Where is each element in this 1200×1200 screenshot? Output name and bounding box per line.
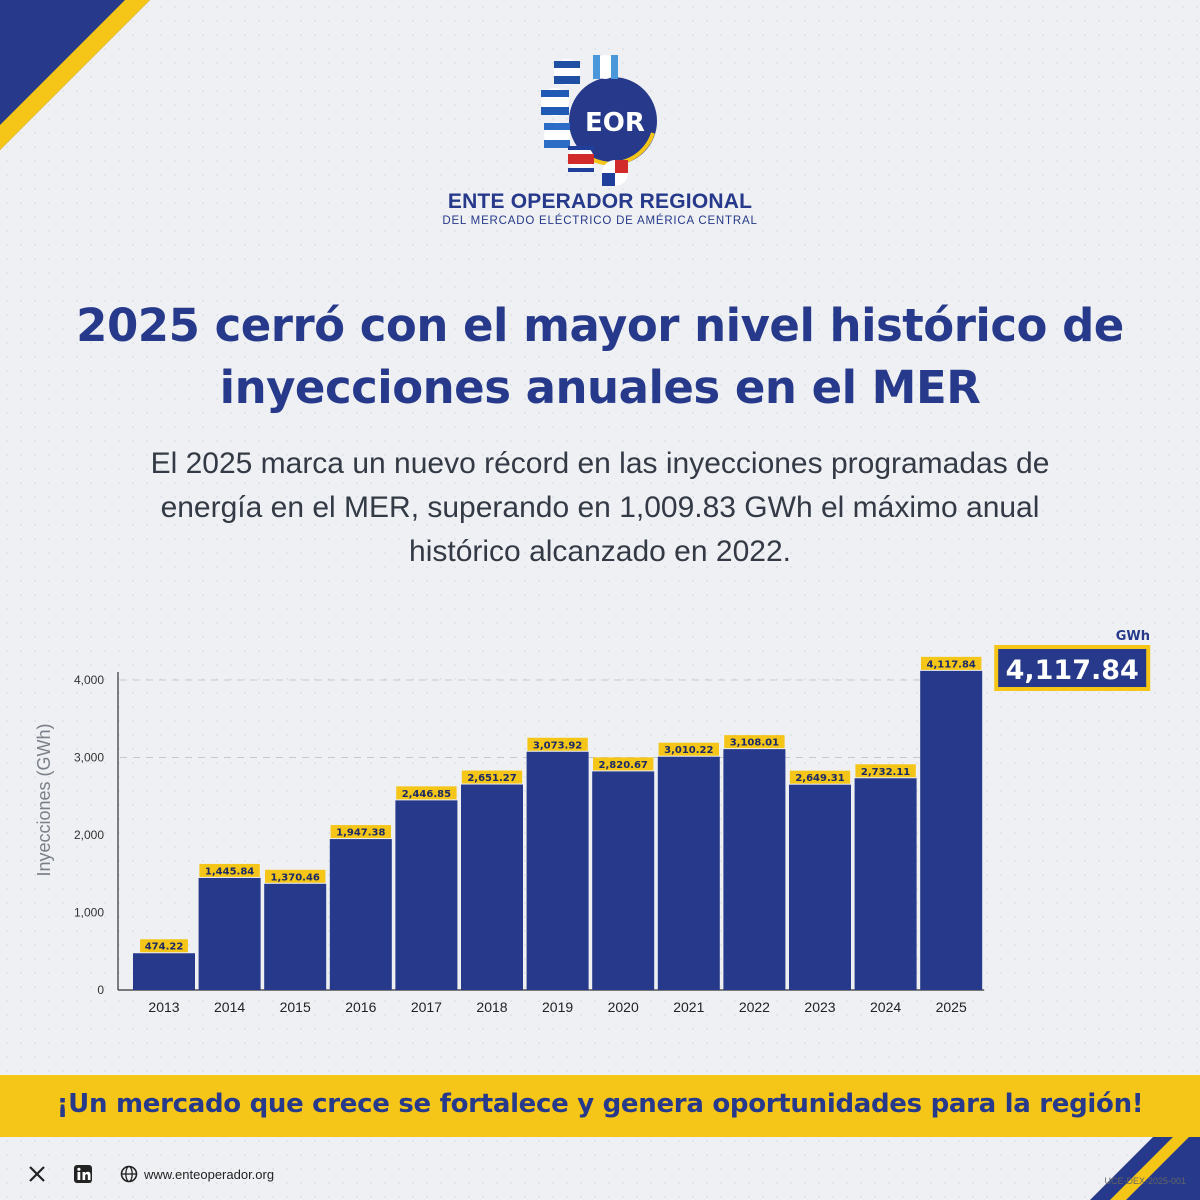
linkedin-icon[interactable] bbox=[74, 1165, 92, 1183]
subtext-line-3: histórico alcanzado en 2022. bbox=[409, 535, 791, 568]
value-label-tag bbox=[527, 737, 588, 751]
injections-bar-chart: 0 1,000 2,000 3,000 4,000 2013 2014 2015 2016 201… bbox=[34, 629, 1151, 1015]
value-label: 1,370.46 bbox=[271, 872, 320, 883]
globe-icon bbox=[120, 1165, 138, 1183]
value-label-tag bbox=[724, 735, 785, 749]
value-label: 2,820.67 bbox=[599, 760, 648, 771]
value-label: 3,010.22 bbox=[664, 745, 713, 756]
flag-panama-icon bbox=[602, 160, 628, 186]
value-label-tag bbox=[396, 786, 457, 800]
x-tick-label: 2016 bbox=[345, 999, 376, 1015]
unit-label: GWh bbox=[1116, 629, 1150, 644]
value-label-tag bbox=[658, 742, 719, 756]
value-label: 2,732.11 bbox=[861, 767, 910, 778]
x-icon[interactable] bbox=[28, 1165, 46, 1183]
headline-line-1: 2025 cerró con el mayor nivel histórico … bbox=[76, 299, 1124, 352]
subtext-line-2: energía en el MER, superando en 1,009.83… bbox=[160, 491, 1040, 524]
org-name: ENTE OPERADOR REGIONAL bbox=[447, 190, 753, 213]
x-tick-label: 2017 bbox=[411, 999, 442, 1015]
bar-2019 bbox=[526, 751, 589, 990]
y-tick-label: 2,000 bbox=[74, 828, 104, 842]
headline-line-2: inyecciones anuales en el MER bbox=[219, 361, 981, 414]
value-label-tag bbox=[140, 939, 188, 953]
value-label: 2,651.27 bbox=[467, 773, 516, 784]
y-tick-label: 3,000 bbox=[74, 751, 104, 765]
subtext: El 2025 marca un nuevo récord en las iny… bbox=[60, 442, 1140, 574]
headline: 2025 cerró con el mayor nivel histórico … bbox=[20, 295, 1180, 419]
x-tick-label: 2013 bbox=[148, 999, 179, 1015]
highlight-callout-box bbox=[998, 649, 1147, 687]
x-tick-label: 2025 bbox=[936, 999, 967, 1015]
x-tick-label: 2019 bbox=[542, 999, 573, 1015]
x-tick-label: 2015 bbox=[280, 999, 311, 1015]
x-tick-label: 2022 bbox=[739, 999, 770, 1015]
bar-2017 bbox=[395, 800, 458, 990]
flag-nicaragua-icon bbox=[544, 122, 570, 148]
flag-guatemala-icon bbox=[593, 55, 618, 79]
bar-2024 bbox=[854, 778, 917, 990]
bar-2022 bbox=[723, 749, 786, 990]
highlight-value: 4,117.84 bbox=[1006, 655, 1139, 686]
value-label: 1,947.38 bbox=[336, 828, 385, 839]
value-label: 1,445.84 bbox=[205, 866, 254, 877]
value-label: 3,108.01 bbox=[730, 738, 779, 749]
x-tick-label: 2018 bbox=[476, 999, 507, 1015]
y-tick-label: 4,000 bbox=[74, 673, 104, 687]
footer: www.enteoperador.org bbox=[28, 1162, 274, 1186]
y-axis-label: Inyecciones (GWh) bbox=[34, 723, 54, 876]
flag-costa-rica-icon bbox=[568, 146, 594, 172]
y-tick-label: 1,000 bbox=[74, 906, 104, 920]
value-label: 3,073.92 bbox=[533, 740, 582, 751]
bar-2013 bbox=[133, 953, 195, 990]
x-tick-label: 2014 bbox=[214, 999, 245, 1015]
value-label-tag bbox=[265, 869, 326, 883]
value-label-tag bbox=[593, 757, 654, 771]
x-tick-label: 2024 bbox=[870, 999, 901, 1015]
bar-2014 bbox=[198, 877, 261, 990]
value-label: 2,446.85 bbox=[402, 789, 451, 800]
x-tick-label: 2023 bbox=[804, 999, 835, 1015]
subtext-line-1: El 2025 marca un nuevo récord en las iny… bbox=[150, 447, 1050, 480]
bar-2018 bbox=[461, 784, 523, 990]
value-label-tag bbox=[855, 764, 916, 778]
value-label: 4,117.84 bbox=[927, 659, 976, 670]
logo-text: EOR bbox=[585, 108, 645, 138]
bottom-banner bbox=[0, 1075, 1200, 1137]
corner-decoration-top-left bbox=[0, 0, 150, 150]
bar-2023 bbox=[789, 784, 851, 990]
value-label: 2,649.31 bbox=[795, 773, 844, 784]
bar-2020 bbox=[592, 771, 655, 990]
value-label-tag bbox=[330, 825, 391, 839]
x-tick-label: 2021 bbox=[673, 999, 704, 1015]
bar-2015 bbox=[264, 883, 327, 990]
value-label-tag bbox=[461, 770, 523, 784]
website-link[interactable]: www.enteoperador.org bbox=[144, 1166, 275, 1182]
flag-honduras-icon bbox=[541, 88, 569, 116]
value-label-tag bbox=[921, 656, 982, 670]
y-tick-label: 0 bbox=[97, 983, 104, 997]
chart-value-labels: 474.22 1,445.84 1,370.46 1,947.38 2,446.85 2,… bbox=[140, 645, 1151, 953]
bar-2016 bbox=[329, 839, 392, 990]
org-subtitle: DEL MERCADO ELÉCTRICO DE AMÉRICA CENTRAL bbox=[442, 215, 758, 227]
x-tick-label: 2020 bbox=[608, 999, 639, 1015]
flag-el-salvador-icon bbox=[554, 59, 580, 85]
value-label: 474.22 bbox=[145, 942, 184, 953]
banner-text: ¡Un mercado que crece se fortalece y gen… bbox=[56, 1089, 1144, 1119]
bar-2021 bbox=[657, 756, 720, 990]
value-label-tag bbox=[789, 770, 851, 784]
eor-logo: EOR bbox=[541, 55, 657, 186]
chart-bars bbox=[133, 670, 983, 990]
bar-2025 bbox=[920, 670, 983, 990]
value-label-tag bbox=[199, 863, 260, 877]
document-code: UCE-DEX-2025-001 bbox=[1104, 1176, 1186, 1186]
